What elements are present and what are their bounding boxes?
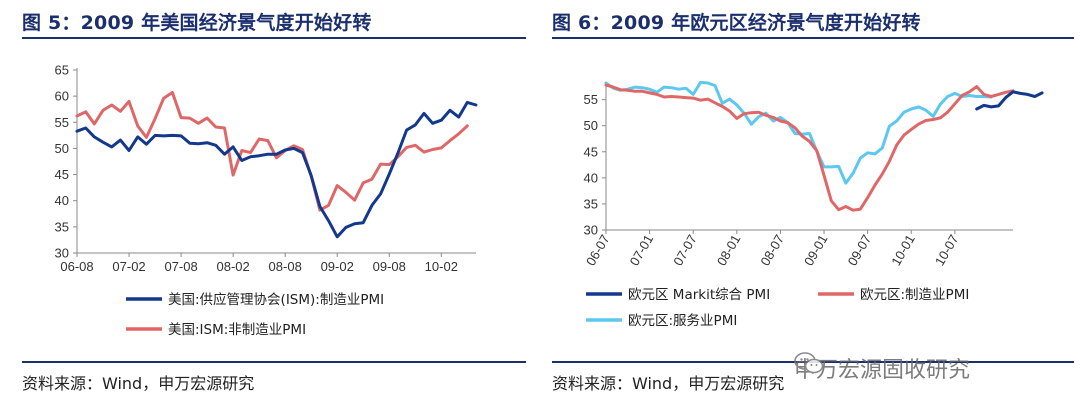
wechat-icon bbox=[794, 352, 824, 374]
x-tick-label: 08-07 bbox=[757, 232, 787, 268]
series-line-1 bbox=[975, 90, 1044, 111]
legend-label-2: 美国:ISM:非制造业PMI bbox=[168, 322, 306, 338]
y-tick-label: 50 bbox=[55, 141, 69, 156]
right-title-rule bbox=[552, 37, 1074, 39]
x-tick-label: 09-07 bbox=[845, 232, 875, 268]
legend-label-2: 欧元区:制造业PMI bbox=[860, 287, 969, 303]
left-title-rule bbox=[22, 37, 526, 39]
left-chart-panel: 图 5：2009 年美国经济景气度开始好转 30 35 40 45 50 55 60 65 06… bbox=[0, 0, 536, 414]
us-pmi-chart: 30 35 40 45 50 55 60 65 06-08 07-02 07-08 08-02 08-0… bbox=[55, 63, 478, 338]
y-tick-label: 45 bbox=[584, 144, 598, 159]
x-tick-label: 07-01 bbox=[627, 232, 657, 268]
x-tick-label: 07-02 bbox=[112, 259, 145, 274]
watermark-text: 申万宏源固收研究 bbox=[794, 358, 971, 383]
y-tick-label: 40 bbox=[55, 193, 69, 208]
right-chart-title: 图 6：2009 年欧元区经济景气度开始好转 bbox=[552, 12, 921, 34]
series-line-1 bbox=[75, 100, 478, 239]
x-tick-label: 08-01 bbox=[714, 232, 744, 268]
y-tick-label: 35 bbox=[55, 219, 69, 234]
x-tick-label: 08-08 bbox=[269, 259, 302, 274]
x-tick-label: 09-01 bbox=[801, 232, 831, 268]
y-tick-label: 45 bbox=[55, 167, 69, 182]
x-tick-label: 10-01 bbox=[888, 232, 918, 268]
right-source-note: 资料来源：Wind，申万宏源研究 bbox=[552, 374, 785, 393]
x-tick-label: 09-02 bbox=[321, 259, 354, 274]
x-tick-label: 08-02 bbox=[217, 259, 250, 274]
x-tick-label: 06-08 bbox=[60, 259, 93, 274]
legend-label-1: 美国:供应管理协会(ISM):制造业PMI bbox=[168, 291, 384, 308]
y-tick-label: 30 bbox=[55, 246, 69, 261]
x-tick-label: 07-07 bbox=[670, 232, 700, 268]
y-tick-label: 55 bbox=[584, 92, 598, 107]
left-source-rule bbox=[22, 361, 526, 363]
y-tick-label: 55 bbox=[55, 115, 69, 130]
legend-label-1: 欧元区 Markit综合 PMI bbox=[628, 287, 770, 303]
legend-label-3: 欧元区:服务业PMI bbox=[628, 313, 737, 329]
y-tick-label: 60 bbox=[55, 89, 69, 104]
y-tick-label: 40 bbox=[584, 170, 598, 185]
x-tick-label: 07-08 bbox=[164, 259, 197, 274]
series-line-2 bbox=[604, 83, 1015, 212]
series-line-2 bbox=[75, 91, 469, 212]
x-tick-label: 10-02 bbox=[425, 259, 458, 274]
y-tick-label: 35 bbox=[584, 196, 598, 211]
x-tick-label: 09-08 bbox=[373, 259, 406, 274]
x-tick-label: 10-07 bbox=[932, 232, 962, 268]
y-tick-label: 65 bbox=[55, 63, 69, 78]
y-tick-label: 50 bbox=[584, 118, 598, 133]
left-source-note: 资料来源：Wind，申万宏源研究 bbox=[22, 374, 255, 393]
watermark: 申万宏源固收研究 bbox=[794, 352, 970, 384]
left-chart-title: 图 5：2009 年美国经济景气度开始好转 bbox=[22, 12, 372, 34]
y-tick-label: 30 bbox=[584, 223, 598, 238]
